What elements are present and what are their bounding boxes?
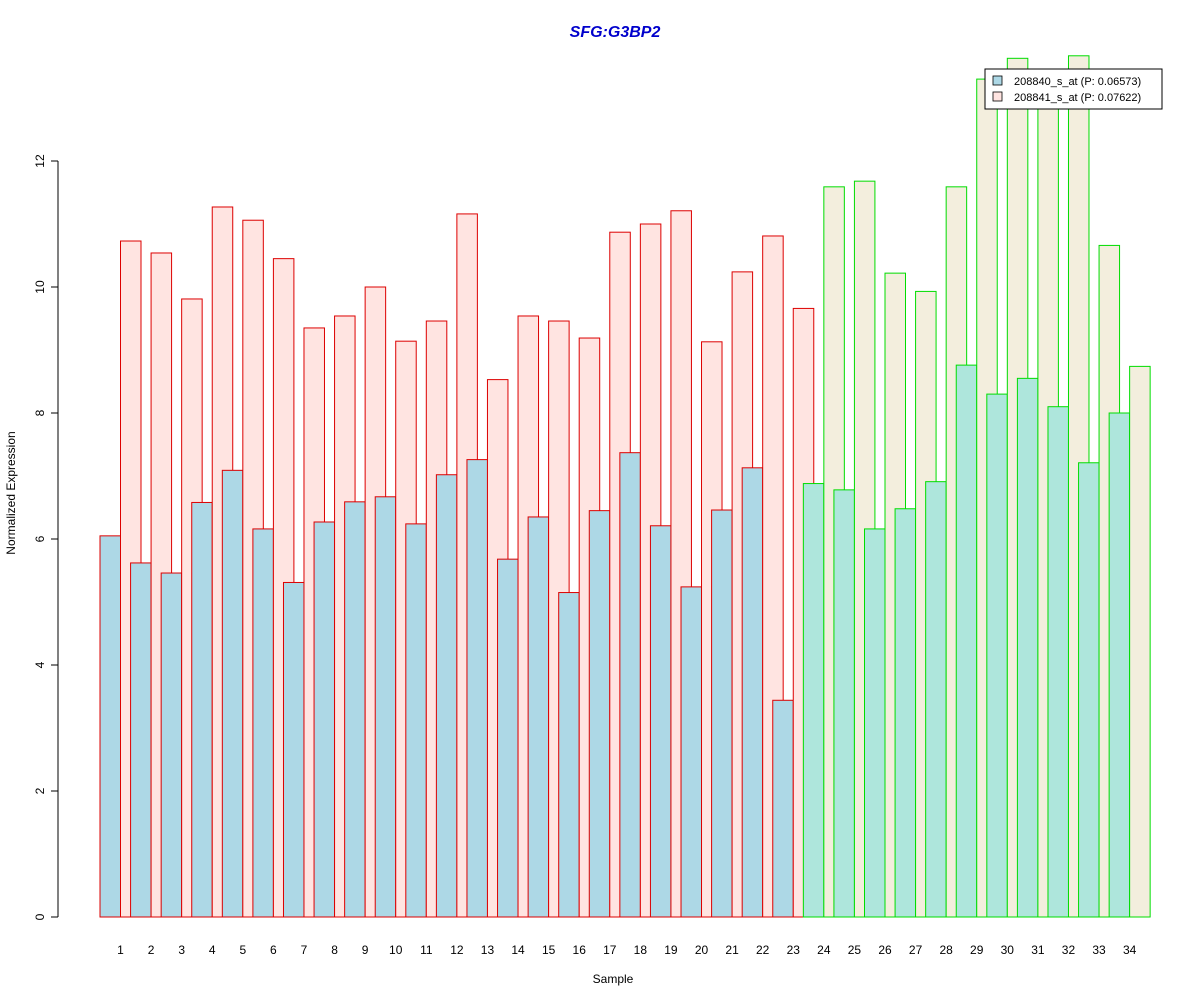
bar-series-1 — [1016, 377, 1039, 918]
bar-series-1 — [1047, 406, 1069, 918]
x-axis-label: Sample — [593, 972, 634, 986]
x-tick-label: 16 — [573, 943, 587, 957]
x-tick-label: 13 — [481, 943, 495, 957]
legend-swatch-series-2 — [992, 91, 1003, 102]
x-tick-labels: 1 2 3 4 5 6 7 8 9 10 11 12 13 14 15 16 17 18 19 20 21 22 23 24 2… — [117, 943, 1136, 957]
bar-series-1 — [894, 508, 917, 918]
x-tick-label: 5 — [239, 943, 246, 957]
x-tick-label: 7 — [301, 943, 308, 957]
x-tick-label: 20 — [695, 943, 709, 957]
bar-series-1 — [99, 535, 121, 918]
bar-series-1 — [588, 510, 611, 918]
bar-series-1 — [772, 699, 794, 918]
x-tick-label: 34 — [1123, 943, 1137, 957]
x-tick-label: 17 — [603, 943, 617, 957]
bar-series-1 — [925, 481, 947, 918]
x-tick-label: 33 — [1092, 943, 1106, 957]
x-tick-label: 21 — [725, 943, 739, 957]
bar-series-2 — [1129, 365, 1151, 918]
bar-series-1 — [313, 521, 336, 918]
y-tick-label: 6 — [33, 535, 47, 542]
bar-series-1 — [405, 523, 427, 918]
x-tick-label: 23 — [787, 943, 801, 957]
bar-series-1 — [986, 393, 1008, 918]
legend-swatch-series-1 — [992, 75, 1003, 86]
y-axis-label: Normalized Expression — [4, 431, 18, 554]
bar-series-1 — [802, 483, 825, 918]
x-tick-label: 6 — [270, 943, 277, 957]
x-tick-label: 28 — [939, 943, 953, 957]
bars — [99, 55, 1151, 918]
x-tick-label: 9 — [362, 943, 369, 957]
y-tick-label: 4 — [33, 661, 47, 668]
bar-series-1 — [558, 592, 580, 918]
y-tick-label: 2 — [33, 787, 47, 794]
bar-series-1 — [344, 501, 366, 918]
bar-series-1 — [741, 467, 764, 918]
bar-series-1 — [191, 501, 213, 918]
legend-label-series-2: 208841_s_at (P: 0.07622) — [1014, 92, 1141, 104]
bar-series-1 — [252, 528, 274, 918]
bar-series-1 — [282, 581, 305, 918]
bar-series-1 — [527, 516, 550, 918]
y-tick-label: 12 — [33, 154, 47, 168]
bar-series-1 — [160, 572, 183, 918]
x-tick-label: 30 — [1001, 943, 1015, 957]
x-tick-label: 11 — [420, 943, 433, 957]
bar-series-1 — [680, 586, 703, 918]
x-tick-label: 18 — [634, 943, 648, 957]
x-tick-label: 2 — [148, 943, 155, 957]
legend: 208840_s_at (P: 0.06573) 208841_s_at (P:… — [984, 68, 1163, 110]
x-tick-label: 29 — [970, 943, 984, 957]
x-tick-label: 4 — [209, 943, 216, 957]
y-tick-label: 0 — [33, 913, 47, 920]
x-tick-label: 8 — [331, 943, 338, 957]
x-tick-label: 12 — [450, 943, 464, 957]
legend-box — [984, 68, 1163, 110]
bar-series-1 — [833, 489, 855, 918]
bar-series-1 — [374, 496, 397, 918]
bar-series-1 — [1078, 462, 1100, 918]
x-tick-label: 27 — [909, 943, 923, 957]
bar-series-1 — [711, 509, 733, 918]
bar-series-1 — [221, 469, 244, 918]
x-tick-label: 15 — [542, 943, 556, 957]
bar-series-1 — [649, 525, 672, 918]
y-tick-label: 8 — [33, 409, 47, 416]
bar-series-1 — [864, 528, 886, 918]
bar-series-1 — [955, 364, 978, 918]
y-tick-label: 10 — [33, 280, 47, 294]
bar-series-1 — [466, 459, 488, 918]
bar-series-1 — [130, 562, 152, 918]
x-tick-label: 32 — [1062, 943, 1076, 957]
x-tick-label: 10 — [389, 943, 403, 957]
chart-title: SFG:G3BP2 — [570, 24, 661, 41]
x-tick-label: 25 — [848, 943, 862, 957]
x-tick-label: 26 — [878, 943, 892, 957]
x-tick-label: 22 — [756, 943, 770, 957]
x-tick-label: 14 — [511, 943, 525, 957]
x-tick-label: 3 — [178, 943, 185, 957]
x-tick-label: 1 — [117, 943, 124, 957]
bar-series-1 — [619, 452, 641, 918]
x-tick-label: 19 — [664, 943, 678, 957]
y-axis: 0 2 4 6 8 10 12 — [33, 154, 59, 920]
x-tick-label: 24 — [817, 943, 831, 957]
x-tick-label: 31 — [1031, 943, 1045, 957]
bar-series-1 — [435, 474, 458, 918]
bar-series-1 — [497, 558, 519, 918]
bar-series-1 — [1108, 412, 1131, 918]
legend-label-series-1: 208840_s_at (P: 0.06573) — [1014, 76, 1141, 88]
